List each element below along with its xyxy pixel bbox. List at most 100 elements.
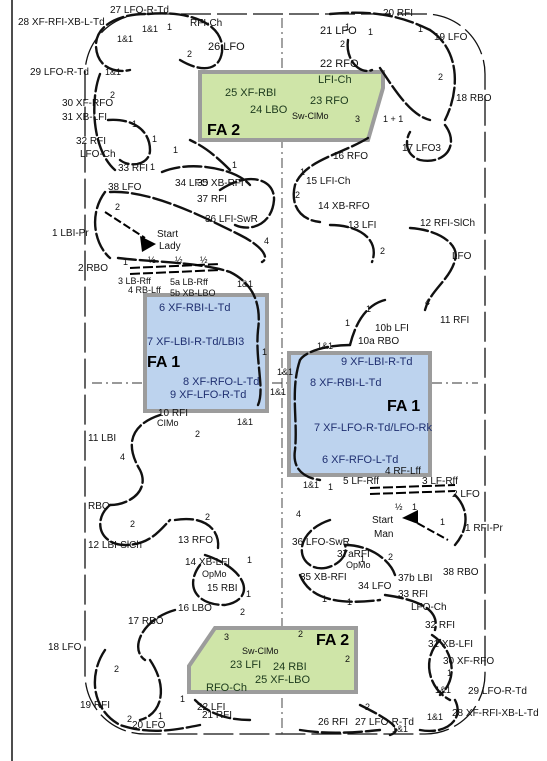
label-22-right: 22 RFO <box>320 58 359 70</box>
label-15-right: 15 LFI-Ch <box>306 176 350 187</box>
count: 3 <box>224 632 229 642</box>
count: 4 <box>296 509 301 519</box>
label-34-left: 34 LFO <box>175 178 209 189</box>
count: 1 <box>360 554 365 564</box>
label-13-left: 13 RFO <box>178 535 213 546</box>
fa1-left-label-9: 9 XF-LFO-R-Td <box>170 389 246 401</box>
count: 1 <box>262 347 267 357</box>
pattern-line <box>160 165 252 187</box>
fa2-top-label-23: 23 RFO <box>310 95 349 107</box>
fa2-top-box <box>198 70 385 142</box>
pattern-line <box>146 12 224 70</box>
count: 2 <box>187 49 192 59</box>
label-cimo-left: CIMo <box>157 418 179 428</box>
label-2-right: 2 LFO <box>452 489 480 500</box>
pattern-line <box>378 66 432 122</box>
count: 1 <box>167 22 172 32</box>
start-line-man <box>407 517 449 541</box>
pattern-line <box>173 517 220 550</box>
count: 2 <box>298 629 303 639</box>
label-30-left: 30 XF-RFO <box>62 98 113 109</box>
fa2-bottom-box <box>187 626 358 694</box>
label-37a-right: 37aRFI <box>337 549 370 560</box>
pattern-line <box>427 638 452 702</box>
label-lady: Lady <box>159 241 181 252</box>
fa1-right-label-6: 6 XF-RFO-L-Td <box>322 454 398 466</box>
pattern-line <box>328 223 375 264</box>
pattern-line <box>298 343 352 362</box>
count: 2 <box>115 202 120 212</box>
count: 1 <box>123 257 128 267</box>
count: 2 <box>380 246 385 256</box>
label-31-left: 31 XB-LFI <box>62 112 107 123</box>
label-3-right: 3 LF-Rff <box>422 476 458 487</box>
label-14-right: 14 XB-RFO <box>318 201 370 212</box>
pattern-line <box>298 728 382 734</box>
count: 1&1 <box>392 724 408 734</box>
count: 1&1 <box>427 712 443 722</box>
fa2-top-lfich: LFI-Ch <box>318 74 352 86</box>
count: 1 <box>246 589 251 599</box>
label-35-left: 35 XB-RFI <box>197 178 244 189</box>
label-11-left: 11 LBI <box>88 433 116 444</box>
fa1-right-label-7: 7 XF-LFO-R-Td/LFO-Rk <box>314 422 432 434</box>
count: 1&1 <box>270 387 286 397</box>
label-17-right: 17 LFO3 <box>402 143 441 154</box>
label-start-man: Start <box>372 515 393 526</box>
pattern-line <box>408 226 457 312</box>
label-17-left: 17 RBO <box>128 616 164 627</box>
label-33-right: 33 RFI <box>398 589 428 600</box>
fa2-bottom-swclmo: Sw-ClMo <box>242 646 279 656</box>
label-16-right: 16 RFO <box>333 151 368 162</box>
fa1-left-label-7: 7 XF-LBI-R-Td/LBI3 <box>147 336 244 348</box>
count: 1 <box>158 711 163 721</box>
pattern-line <box>292 136 370 224</box>
label-lfo-right: LFO <box>452 251 472 262</box>
pattern-line <box>108 190 267 264</box>
pattern-line <box>300 518 347 570</box>
count: 1&1 <box>237 417 253 427</box>
pattern-line <box>188 138 232 172</box>
count: 4 <box>264 236 269 246</box>
count: 2 <box>340 39 345 49</box>
count: 1&1 <box>435 685 451 695</box>
label-lfoch-right: LFO-Ch <box>411 602 447 613</box>
count: ½ <box>395 502 403 512</box>
fa2-bottom-label-23: 23 LFI <box>230 659 261 671</box>
count: 1 <box>152 134 157 144</box>
label-19-left: 19 RFI <box>80 700 110 711</box>
count: 1 <box>447 668 452 678</box>
fa1-right-label-8: 8 XF-RBI-L-Td <box>310 377 382 389</box>
label-14-left: 14 XB-LFI <box>185 557 230 568</box>
count: 1&1 <box>277 367 293 377</box>
count: 1 <box>328 482 333 492</box>
count: 1 <box>418 24 423 34</box>
pattern-line <box>405 123 452 162</box>
count: 2 <box>240 607 245 617</box>
count: 1 <box>347 597 352 607</box>
label-1-left: 1 LBI-Pr <box>52 228 89 239</box>
label-10a-right: 10a RBO <box>358 336 399 347</box>
pattern-line <box>346 38 374 73</box>
pattern-line <box>116 256 262 407</box>
fa1-left-label-8: 8 XF-RFO-L-Td <box>183 376 259 388</box>
count: 1&1 <box>317 341 333 351</box>
count: 1 <box>232 160 237 170</box>
pattern-line <box>94 12 147 73</box>
pattern-line <box>193 698 252 722</box>
label-4-right: 4 RF-Lff <box>385 466 421 477</box>
start-line-lady <box>104 211 146 239</box>
label-5-right: 5 LF-Rff <box>343 476 379 487</box>
count: 1&1 <box>303 480 319 490</box>
pattern-line <box>129 263 221 269</box>
start-arrow-man <box>402 510 418 524</box>
label-31-right: 31 XB-LFI <box>428 639 473 650</box>
fa1-left-box <box>143 293 269 413</box>
label-29-left: 29 LFO-R-Td <box>30 67 89 78</box>
label-5a-left: 5a LB-Rff <box>170 277 208 287</box>
pattern-line <box>99 503 172 547</box>
pattern-line <box>138 658 163 722</box>
pattern-line <box>298 573 382 603</box>
label-16-left: 16 LBO <box>178 603 212 614</box>
